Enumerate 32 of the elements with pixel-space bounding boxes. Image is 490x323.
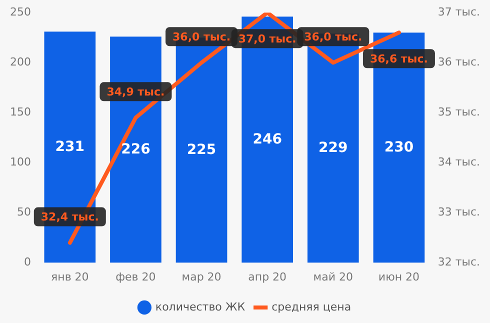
y-tick-label: 200: [10, 56, 31, 68]
data-label: 229: [318, 140, 348, 156]
x-tick-label: май 20: [313, 270, 353, 284]
data-label: 226: [121, 141, 150, 158]
data-label: 246: [252, 131, 282, 148]
legend-label: средняя цена: [272, 300, 352, 314]
x-tick-label: апр 20: [248, 270, 287, 284]
x-tick-label: фев 20: [116, 270, 156, 284]
legend-label: количество ЖК: [155, 300, 246, 314]
y2-tick-label: 37 тыс.: [438, 5, 480, 18]
y-tick-label: 150: [10, 106, 31, 119]
data-label: 225: [186, 142, 216, 158]
y-tick-label: 50: [16, 206, 31, 219]
y2-tick-label: 32 тыс.: [438, 256, 480, 269]
data-label: 36,0 тыс.: [172, 30, 231, 44]
data-label: 34,9 тыс.: [106, 86, 165, 99]
data-label: 231: [55, 138, 85, 155]
x-tick-label: июн 20: [378, 270, 420, 284]
y2-tick-label: 36 тыс.: [438, 56, 480, 68]
y-tick-label: 100: [10, 156, 31, 169]
y2-tick-label: 35 тыс.: [438, 106, 480, 119]
y-tick-label: 250: [10, 5, 31, 18]
data-label: 36,0 тыс.: [304, 30, 362, 44]
y2-tick-label: 34 тыс.: [438, 156, 480, 169]
y2-tick-label: 33 тыс.: [438, 206, 480, 219]
x-tick-label: мар 20: [182, 270, 222, 284]
x-tick-label: янв 20: [51, 270, 89, 284]
data-label: 36,6 тыс.: [370, 52, 428, 66]
y-tick-label: 0: [24, 256, 31, 269]
data-label: 230: [384, 139, 414, 156]
data-label: 37,0 тыс.: [238, 32, 296, 46]
data-label: 32,4 тыс.: [40, 210, 99, 224]
